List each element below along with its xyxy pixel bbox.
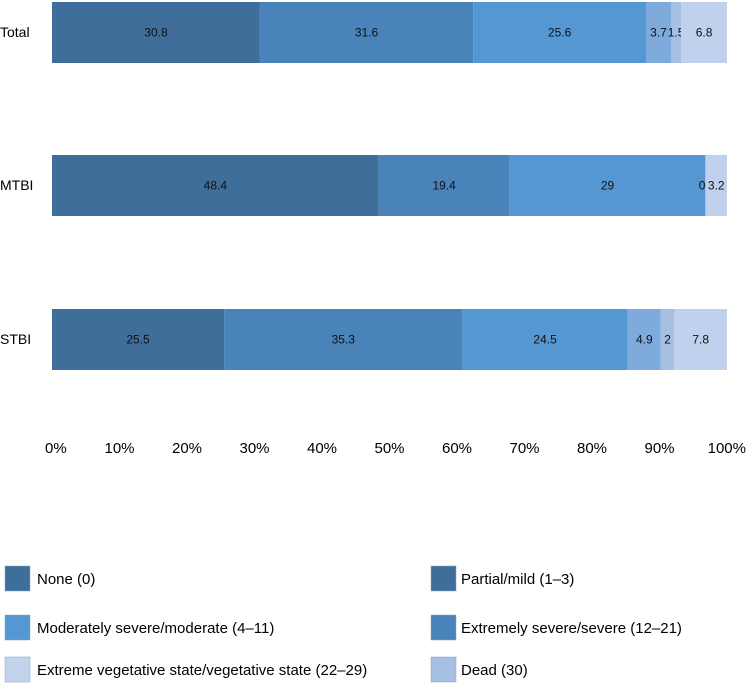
bar-mtbi-partial-mild-1-3 — [378, 155, 510, 216]
data-label-mtbi-partial-mild-1-3: 19.4 — [432, 179, 456, 193]
legend-swatch-extremely-severe-severe-12-21 — [430, 614, 457, 641]
data-label-mtbi-moderately-severe-moderate-4-11: 29 — [601, 179, 615, 193]
bar-mtbi-dead-30 — [705, 155, 727, 216]
legend-label-extremely-severe-severe-12-21: Extremely severe/severe (12–21) — [461, 620, 682, 637]
data-label-mtbi-extremely-severe-severe-12-21: 0 — [699, 179, 706, 193]
data-label-total-extremely-severe-severe-12-21: 3.7 — [650, 26, 667, 40]
x-tick-label: 90% — [644, 440, 674, 457]
x-tick-label: 20% — [172, 440, 202, 457]
legend-label-moderately-severe-moderate-4-11: Moderately severe/moderate (4–11) — [37, 620, 274, 637]
data-label-total-partial-mild-1-3: 31.6 — [355, 26, 379, 40]
x-tick-label: 70% — [509, 440, 539, 457]
data-label-mtbi-dead-30: 3.2 — [708, 179, 725, 193]
legend: None (0) Partial/mild (1–3) Moderately sev… — [4, 565, 682, 683]
x-tick-label: 50% — [374, 440, 404, 457]
data-label-stbi-extreme-vegetative-state-vegetative-state-22-29: 2 — [664, 333, 671, 347]
data-label-stbi-moderately-severe-moderate-4-11: 24.5 — [533, 333, 557, 347]
data-label-stbi-none-0: 25.5 — [126, 333, 150, 347]
bar-mtbi-none-0 — [52, 155, 379, 216]
bar-total-partial-mild-1-3 — [259, 2, 474, 63]
bar-total-moderately-severe-moderate-4-11 — [473, 2, 646, 63]
data-label-stbi-extremely-severe-severe-12-21: 4.9 — [636, 333, 653, 347]
bar-total-dead-30 — [681, 2, 727, 63]
x-tick-label: 100% — [708, 440, 746, 457]
bar-stbi-partial-mild-1-3 — [224, 309, 463, 370]
category-label-mtbi: MTBI — [0, 177, 33, 193]
data-label-mtbi-none-0: 48.4 — [204, 179, 228, 193]
x-tick-label: 0% — [45, 440, 67, 457]
x-tick-label: 60% — [442, 440, 472, 457]
bar-mtbi-moderately-severe-moderate-4-11 — [509, 155, 706, 216]
data-label-total-moderately-severe-moderate-4-11: 25.6 — [548, 26, 572, 40]
plot-area: 30.8 31.6 25.6 3.7 1.5 6.8 48.4 19.4 29 0 3.2 25.5 3… — [52, 2, 727, 370]
legend-label-dead-30: Dead (30) — [461, 662, 528, 679]
x-tick-label: 30% — [239, 440, 269, 457]
data-label-total-extreme-vegetative-state-vegetative-state-22-29: 1.5 — [668, 26, 685, 40]
bar-stbi-dead-30 — [674, 309, 727, 370]
legend-label-extreme-vegetative-state-vegetative-state-22-29: Extreme vegetative state/vegetative stat… — [37, 662, 367, 679]
bar-total-extreme-vegetative-state-vegetative-state-22-29 — [670, 2, 682, 63]
legend-swatch-none-0 — [4, 565, 31, 592]
x-tick-label: 10% — [104, 440, 134, 457]
data-label-stbi-dead-30: 7.8 — [692, 333, 709, 347]
bar-stbi-extreme-vegetative-state-vegetative-state-22-29 — [660, 309, 675, 370]
legend-swatch-dead-30 — [430, 656, 457, 683]
bar-total-none-0 — [52, 2, 260, 63]
legend-swatch-partial-mild-1-3 — [430, 565, 457, 592]
x-tick-label: 80% — [577, 440, 607, 457]
bar-stbi-none-0 — [52, 309, 225, 370]
bar-stbi-extremely-severe-severe-12-21 — [627, 309, 661, 370]
data-label-total-none-0: 30.8 — [144, 26, 168, 40]
data-label-stbi-partial-mild-1-3: 35.3 — [332, 333, 356, 347]
category-label-stbi: STBI — [0, 331, 31, 347]
bar-stbi-moderately-severe-moderate-4-11 — [462, 309, 628, 370]
data-label-total-dead-30: 6.8 — [696, 26, 713, 40]
x-axis-tick-labels: 0% 10% 20% 30% 40% 50% 60% 70% 80% 90% 100% — [45, 440, 746, 457]
legend-label-partial-mild-1-3: Partial/mild (1–3) — [461, 571, 574, 588]
legend-swatch-extreme-vegetative-state-vegetative-state-22-29 — [4, 656, 31, 683]
x-tick-label: 40% — [307, 440, 337, 457]
bar-total-extremely-severe-severe-12-21 — [646, 2, 671, 63]
legend-swatch-moderately-severe-moderate-4-11 — [4, 614, 31, 641]
category-labels: Total MTBI STBI — [0, 24, 33, 347]
legend-label-none-0: None (0) — [37, 571, 95, 588]
category-label-total: Total — [0, 24, 30, 40]
